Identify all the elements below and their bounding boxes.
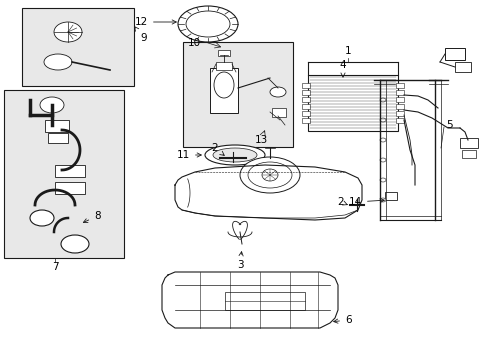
Text: 9: 9 <box>134 27 146 43</box>
Bar <box>395 118 403 123</box>
Bar <box>209 68 238 113</box>
Text: 8: 8 <box>83 211 101 222</box>
Bar <box>55 182 85 194</box>
Bar <box>395 111 403 116</box>
Ellipse shape <box>44 54 72 70</box>
Bar <box>183 42 292 147</box>
Ellipse shape <box>240 157 299 193</box>
Bar <box>302 90 309 95</box>
Ellipse shape <box>185 11 229 37</box>
Ellipse shape <box>262 169 278 181</box>
Bar <box>302 97 309 102</box>
Text: 4: 4 <box>339 60 346 77</box>
Text: 6: 6 <box>333 315 351 325</box>
Text: 10: 10 <box>187 38 201 48</box>
Ellipse shape <box>204 145 264 165</box>
Bar <box>302 118 309 123</box>
Bar <box>384 192 396 200</box>
Bar <box>459 138 477 148</box>
Ellipse shape <box>379 198 385 202</box>
Bar <box>224 292 305 310</box>
Bar <box>395 97 403 102</box>
Ellipse shape <box>379 178 385 182</box>
Ellipse shape <box>214 72 234 98</box>
Polygon shape <box>175 165 361 220</box>
Text: 13: 13 <box>254 135 268 145</box>
Bar <box>271 108 285 117</box>
Bar <box>454 62 470 72</box>
Text: 14: 14 <box>348 197 384 207</box>
Text: 3: 3 <box>236 252 243 270</box>
Ellipse shape <box>213 148 257 162</box>
Ellipse shape <box>54 22 82 42</box>
Text: 12: 12 <box>135 17 176 27</box>
Ellipse shape <box>61 235 89 253</box>
Bar <box>55 165 85 177</box>
Text: 1: 1 <box>344 46 350 56</box>
Ellipse shape <box>178 6 238 42</box>
Ellipse shape <box>379 118 385 122</box>
Text: 7: 7 <box>52 262 58 272</box>
Text: 5: 5 <box>445 120 452 130</box>
Text: 2: 2 <box>211 143 224 156</box>
Bar <box>302 104 309 109</box>
Bar <box>307 75 397 131</box>
Bar <box>302 111 309 116</box>
Ellipse shape <box>379 98 385 102</box>
Ellipse shape <box>379 158 385 162</box>
Bar <box>218 50 229 56</box>
Bar <box>4 90 124 258</box>
Bar <box>395 83 403 88</box>
Bar <box>395 104 403 109</box>
Bar <box>216 62 231 70</box>
Text: 11: 11 <box>176 150 201 160</box>
Ellipse shape <box>269 87 285 97</box>
Bar <box>395 90 403 95</box>
Ellipse shape <box>40 97 64 113</box>
Bar <box>461 150 475 158</box>
Bar <box>444 48 464 60</box>
Bar <box>302 83 309 88</box>
Ellipse shape <box>247 162 291 188</box>
Bar <box>48 133 68 143</box>
Polygon shape <box>162 272 337 328</box>
Text: 2: 2 <box>337 197 346 207</box>
Bar <box>45 120 69 132</box>
Ellipse shape <box>379 138 385 142</box>
Bar <box>22 8 134 86</box>
Ellipse shape <box>30 210 54 226</box>
